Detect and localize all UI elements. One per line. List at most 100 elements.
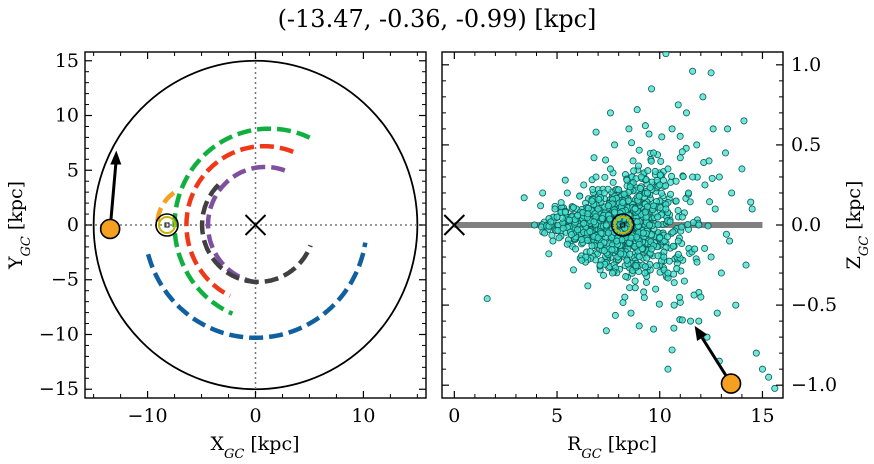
star-point (609, 269, 617, 277)
x-tick-label: 10 (351, 405, 375, 427)
star-point (592, 128, 600, 136)
star-point (728, 189, 736, 197)
y-tick-label: 15 (55, 50, 79, 72)
star-point (650, 202, 658, 210)
star-point (553, 213, 561, 221)
star-point (623, 176, 631, 184)
left-x-axis-title: XGC [kpc] (210, 433, 299, 462)
star-point (569, 203, 577, 211)
star-point (604, 229, 612, 237)
star-point (726, 237, 734, 245)
star-point (617, 250, 625, 258)
star-point (686, 198, 694, 206)
star-point (695, 317, 703, 325)
x-tick-label: 0 (249, 405, 261, 427)
star-point (608, 246, 616, 254)
star-point (676, 293, 684, 301)
star-point (709, 125, 717, 133)
star-point (669, 242, 677, 250)
star-point (620, 190, 628, 198)
y-tick-label: −15 (39, 378, 79, 400)
star-point (705, 157, 713, 165)
star-point (685, 189, 693, 197)
y-tick-label: 10 (55, 105, 79, 127)
star-point (611, 141, 619, 149)
star-point (631, 284, 639, 292)
star-point (663, 233, 671, 241)
star-point (601, 173, 609, 181)
star-point (611, 208, 619, 216)
star-point (690, 291, 698, 299)
star-point (655, 300, 663, 308)
star-point (622, 273, 630, 281)
star-point (641, 208, 649, 216)
star-point (689, 67, 697, 75)
star-point (699, 93, 707, 101)
right-panel: 0 5 10 15 −1.0 −0.5 0.0 0.5 1.0 RGC [kpc] ZGC [k… (441, 51, 872, 462)
star-point (592, 173, 600, 181)
star-point (711, 205, 719, 213)
star-point (640, 288, 648, 296)
star-point (590, 218, 598, 226)
star-point (645, 221, 653, 229)
star-point (662, 205, 670, 213)
sun-inner-ring (613, 216, 632, 234)
star-point (654, 213, 662, 221)
star-point (589, 185, 597, 193)
star-point (670, 324, 678, 332)
x-tick-label: −10 (128, 405, 168, 427)
star-point (674, 206, 682, 214)
star-point (656, 171, 664, 179)
star-point (706, 198, 714, 206)
star-point (658, 189, 666, 197)
y-tick-label: 1.0 (791, 54, 821, 76)
star-point (629, 157, 637, 165)
star-point (740, 117, 748, 125)
star-point (609, 178, 617, 186)
sun-center-dot (164, 222, 170, 228)
star-point (635, 253, 643, 261)
star-point (695, 221, 703, 229)
star-point (680, 277, 688, 285)
star-point (693, 258, 701, 266)
star-point (615, 186, 623, 194)
velocity-arrow-head (110, 150, 122, 165)
star-point (619, 199, 627, 207)
star-point (687, 317, 695, 325)
star-point (682, 109, 690, 117)
star-point (644, 167, 652, 175)
star-point (664, 165, 672, 173)
star-point (643, 254, 651, 262)
star-point (611, 311, 619, 319)
star-point (708, 174, 716, 182)
star-point (650, 149, 658, 157)
star-point (771, 384, 779, 392)
star-point (657, 157, 665, 165)
star-point (641, 122, 649, 130)
velocity-arrow-shaft (108, 158, 118, 230)
star-point (633, 106, 641, 114)
star-point (636, 184, 644, 192)
star-point (548, 231, 556, 239)
star-point (662, 182, 670, 190)
star-point (701, 244, 709, 252)
star-point (635, 240, 643, 248)
star-point (584, 282, 592, 290)
star-point (626, 183, 634, 191)
star-point (588, 197, 596, 205)
star-point (580, 219, 588, 227)
star-point (717, 269, 725, 277)
star-point (721, 149, 729, 157)
star-point (596, 241, 604, 249)
star-point (641, 263, 649, 271)
star-point (697, 293, 705, 301)
star-point (606, 109, 614, 117)
right-y-axis-title: ZGC [kpc] (843, 181, 872, 270)
star-point (613, 237, 621, 245)
star-point (633, 218, 641, 226)
right-plot-content (443, 52, 779, 394)
star-point (630, 167, 638, 175)
star-point (673, 265, 681, 273)
sun-center-dot (620, 222, 626, 228)
star-point (563, 240, 571, 248)
